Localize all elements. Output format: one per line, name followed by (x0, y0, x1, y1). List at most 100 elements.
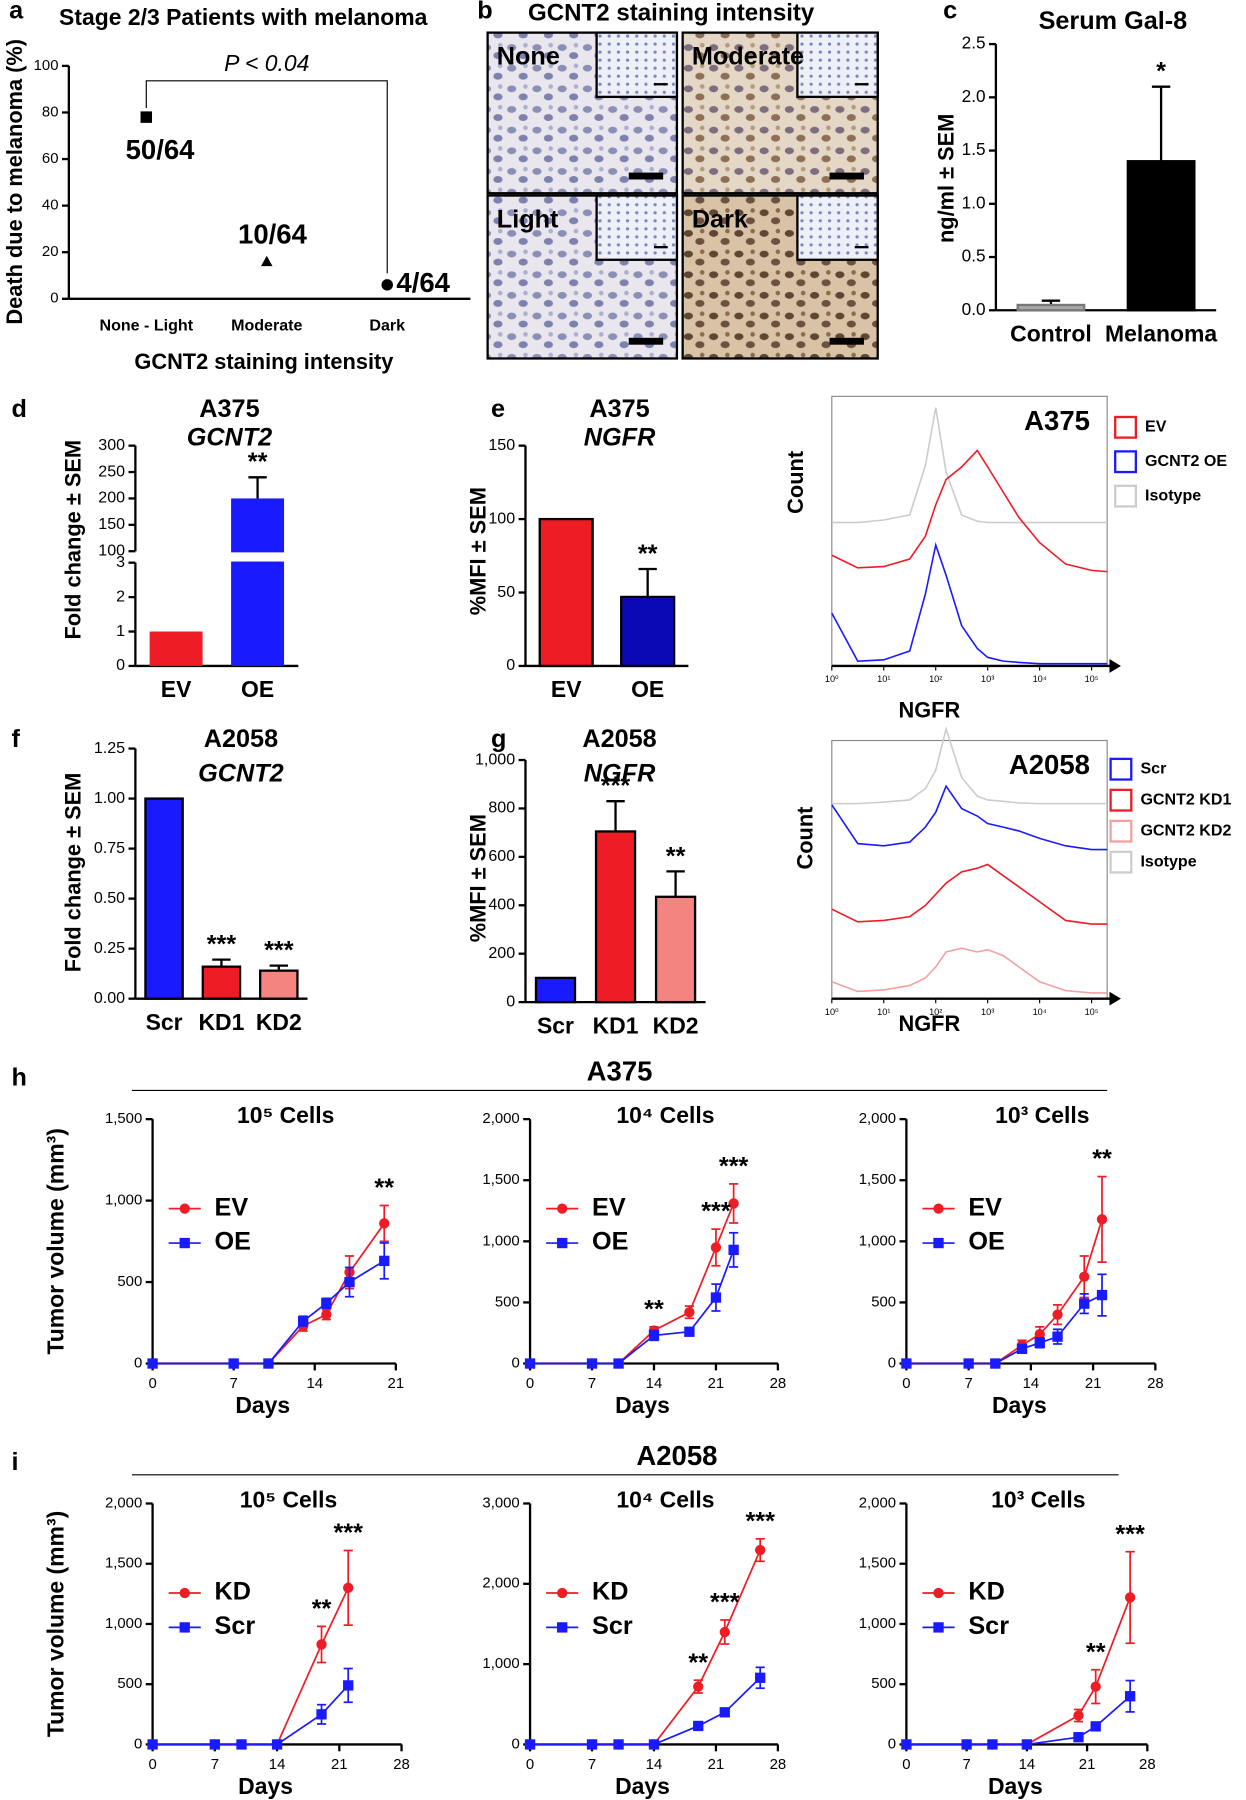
y-axis-label: Fold change ± SEM (60, 440, 85, 640)
micrograph-inset (595, 31, 679, 99)
y-tick-label: 1.0 (962, 192, 986, 212)
legend-swatch (1109, 850, 1133, 874)
scale-bar (628, 337, 664, 345)
y-tick-label: 2,000 (859, 1111, 896, 1127)
legend-label: Scr (592, 1612, 633, 1640)
marker (316, 1709, 327, 1720)
marker (710, 1242, 722, 1253)
x-tick-label: 10⁵ (1085, 1007, 1099, 1017)
bar (201, 965, 242, 1000)
x-tick-label: 14 (269, 1757, 286, 1773)
micrograph-label: Moderate (692, 43, 804, 71)
y-tick-label: 1,000 (105, 1193, 142, 1209)
significance-label: ** (644, 1295, 664, 1323)
x-tick-label: 10¹ (877, 674, 890, 684)
x-tick-label: 10³ (981, 674, 994, 684)
y-tick-label: 500 (871, 1294, 896, 1310)
marker (648, 1739, 660, 1750)
marker (901, 1739, 912, 1750)
x-tick-label: 14 (646, 1376, 663, 1392)
panel-letter: c (943, 0, 957, 25)
marker (961, 1739, 972, 1750)
y-tick-label: 0.25 (94, 939, 125, 957)
y-tick-label: 400 (488, 896, 515, 914)
chart-subtitle: NGFR (584, 760, 656, 788)
legend-swatch (1114, 450, 1138, 474)
legend-label: KD (592, 1578, 628, 1606)
bar (144, 797, 184, 1000)
marker (209, 1739, 221, 1750)
group-title: A2058 (636, 1440, 717, 1471)
y-tick-label: 2,000 (482, 1111, 519, 1127)
chart-title: 10⁴ Cells (616, 1486, 714, 1512)
scale-bar (829, 172, 864, 180)
marker (987, 1739, 998, 1750)
micrograph-inset (796, 194, 879, 261)
marker (990, 1358, 1001, 1369)
marker (298, 1315, 309, 1327)
y-tick-label: 1,000 (482, 1233, 519, 1249)
y-tick-label: 600 (488, 847, 515, 865)
chart-title: A2058 (204, 725, 278, 753)
marker (613, 1739, 624, 1750)
significance-label: ** (1086, 1638, 1106, 1666)
x-tick-label: 28 (770, 1376, 787, 1392)
bar (620, 595, 676, 668)
y-tick-label: 1,500 (859, 1172, 896, 1188)
chart-title: A375 (1024, 405, 1090, 436)
histogram-curve (831, 541, 1108, 665)
bar (259, 969, 299, 1000)
marker (271, 1739, 283, 1750)
significance-label: *** (264, 937, 294, 965)
x-tick-label: 21 (708, 1376, 725, 1392)
marker (613, 1358, 624, 1369)
marker (933, 1587, 944, 1599)
x-tick-label: 0 (526, 1376, 534, 1392)
chart-title: 10³ Cells (991, 1486, 1085, 1512)
marker (684, 1326, 695, 1337)
inset-scale-bar (854, 246, 869, 249)
legend-label: EV (215, 1193, 249, 1221)
marker (693, 1720, 704, 1732)
y-tick-label: 3,000 (482, 1495, 519, 1511)
significance-label: *** (1115, 1520, 1145, 1548)
x-tick-label: 21 (331, 1757, 348, 1773)
significance-label: *** (601, 772, 631, 800)
marker (1090, 1681, 1101, 1692)
chart-title: A2058 (582, 725, 656, 753)
x-tick-label: 7 (230, 1376, 238, 1392)
significance-label: *** (719, 1153, 749, 1181)
y-tick-label: 0.5 (962, 246, 986, 266)
y-tick-label: 2,000 (105, 1495, 142, 1511)
marker (1052, 1331, 1063, 1342)
data-label: 4/64 (396, 267, 450, 298)
marker (379, 1218, 390, 1229)
x-tick-label: None - Light (99, 317, 193, 335)
y-tick-label: 2.0 (962, 86, 986, 106)
y-tick-label: 1,000 (859, 1233, 896, 1249)
legend-swatch (1109, 819, 1133, 843)
bar (149, 631, 203, 666)
histogram-curve (831, 784, 1108, 851)
bar (538, 517, 594, 668)
marker (261, 255, 273, 267)
y-tick-label: 250 (98, 462, 125, 480)
bar (594, 830, 637, 1004)
marker (710, 1292, 722, 1303)
x-tick-label: 10⁰ (825, 1007, 839, 1017)
chart-title: GCNT2 staining intensity (528, 0, 815, 27)
inset-scale-bar (653, 246, 668, 249)
marker (684, 1307, 695, 1318)
chart-subtitle: GCNT2 (198, 760, 284, 788)
marker (933, 1203, 944, 1214)
y-tick-label: 0 (134, 1355, 142, 1371)
legend-label: GCNT2 OE (1145, 452, 1227, 470)
marker (343, 1582, 354, 1593)
histogram-curve (831, 449, 1108, 573)
significance-label: P < 0.04 (224, 50, 309, 76)
chart-title: 10⁵ Cells (237, 1102, 334, 1128)
legend-label: Scr (968, 1612, 1009, 1640)
bar (654, 895, 697, 1004)
y-tick-label: 0.75 (94, 839, 125, 857)
marker (1016, 1343, 1028, 1355)
